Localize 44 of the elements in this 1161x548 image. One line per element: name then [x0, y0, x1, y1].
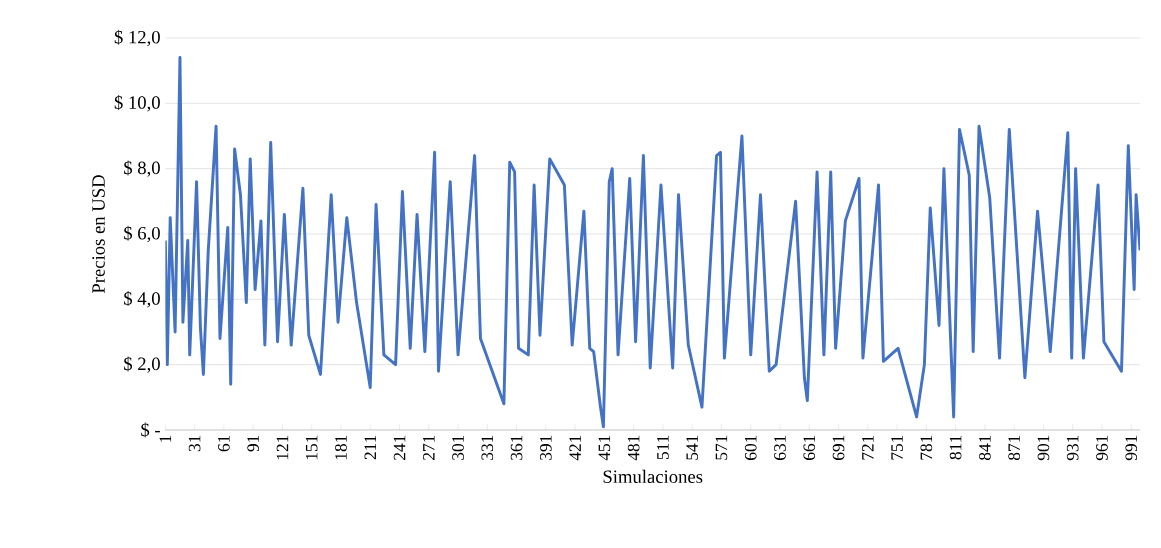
x-tick-label: 331 [481, 435, 494, 460]
x-tick-label: 61 [218, 435, 230, 452]
x-tick-label: 571 [715, 435, 728, 460]
x-tick-label: 541 [686, 435, 698, 460]
x-tick-label: 91 [247, 435, 259, 452]
y-axis-title: Precios en USD [92, 175, 105, 294]
x-tick-label: 301 [452, 435, 464, 460]
x-tick-label: 241 [393, 435, 406, 460]
x-tick-label: 181 [335, 435, 347, 460]
x-axis-title: Simulaciones [603, 469, 703, 483]
y-tick-label: $ 2,0 [124, 356, 160, 373]
x-tick-label: 631 [774, 435, 786, 460]
x-tick-label: 721 [862, 435, 874, 460]
x-tick-label: 511 [657, 435, 669, 460]
x-tick-label: 841 [979, 435, 991, 461]
y-tick-label: $ 10,0 [114, 95, 160, 112]
x-tick-label: 931 [1066, 435, 1079, 461]
y-tick-label: $ 8,0 [124, 160, 160, 177]
x-tick-label: 691 [832, 435, 845, 460]
x-tick-label: 661 [803, 435, 816, 460]
x-tick-label: 211 [364, 435, 376, 460]
y-tick-label: $ - [141, 422, 160, 438]
x-tick-label: 361 [510, 435, 523, 460]
y-tick-label: $ 6,0 [124, 225, 160, 243]
x-tick-label: 751 [891, 435, 903, 460]
x-tick-label: 151 [305, 435, 318, 460]
x-tick-label: 901 [1037, 435, 1050, 461]
y-tick-label: $ 4,0 [124, 291, 160, 308]
x-tick-label: 481 [627, 435, 640, 461]
x-tick-label: 811 [949, 435, 962, 460]
x-tick-label: 871 [1008, 435, 1020, 461]
x-tick-label: 781 [920, 435, 933, 460]
y-tick-label: $ 12,0 [114, 29, 160, 47]
line-series [165, 56, 1141, 429]
x-tick-label: 961 [1096, 435, 1108, 461]
x-tick-label: 601 [744, 435, 757, 460]
x-tick-label: 991 [1125, 435, 1138, 461]
x-tick-label: 451 [598, 435, 611, 461]
x-tick-label: 31 [188, 435, 201, 452]
x-tick-label: 421 [569, 435, 581, 461]
x-tick-label: 271 [423, 435, 435, 460]
x-tick-label: 1 [159, 435, 172, 442]
x-tick-label: 391 [540, 435, 552, 460]
x-tick-label: 121 [276, 435, 289, 460]
